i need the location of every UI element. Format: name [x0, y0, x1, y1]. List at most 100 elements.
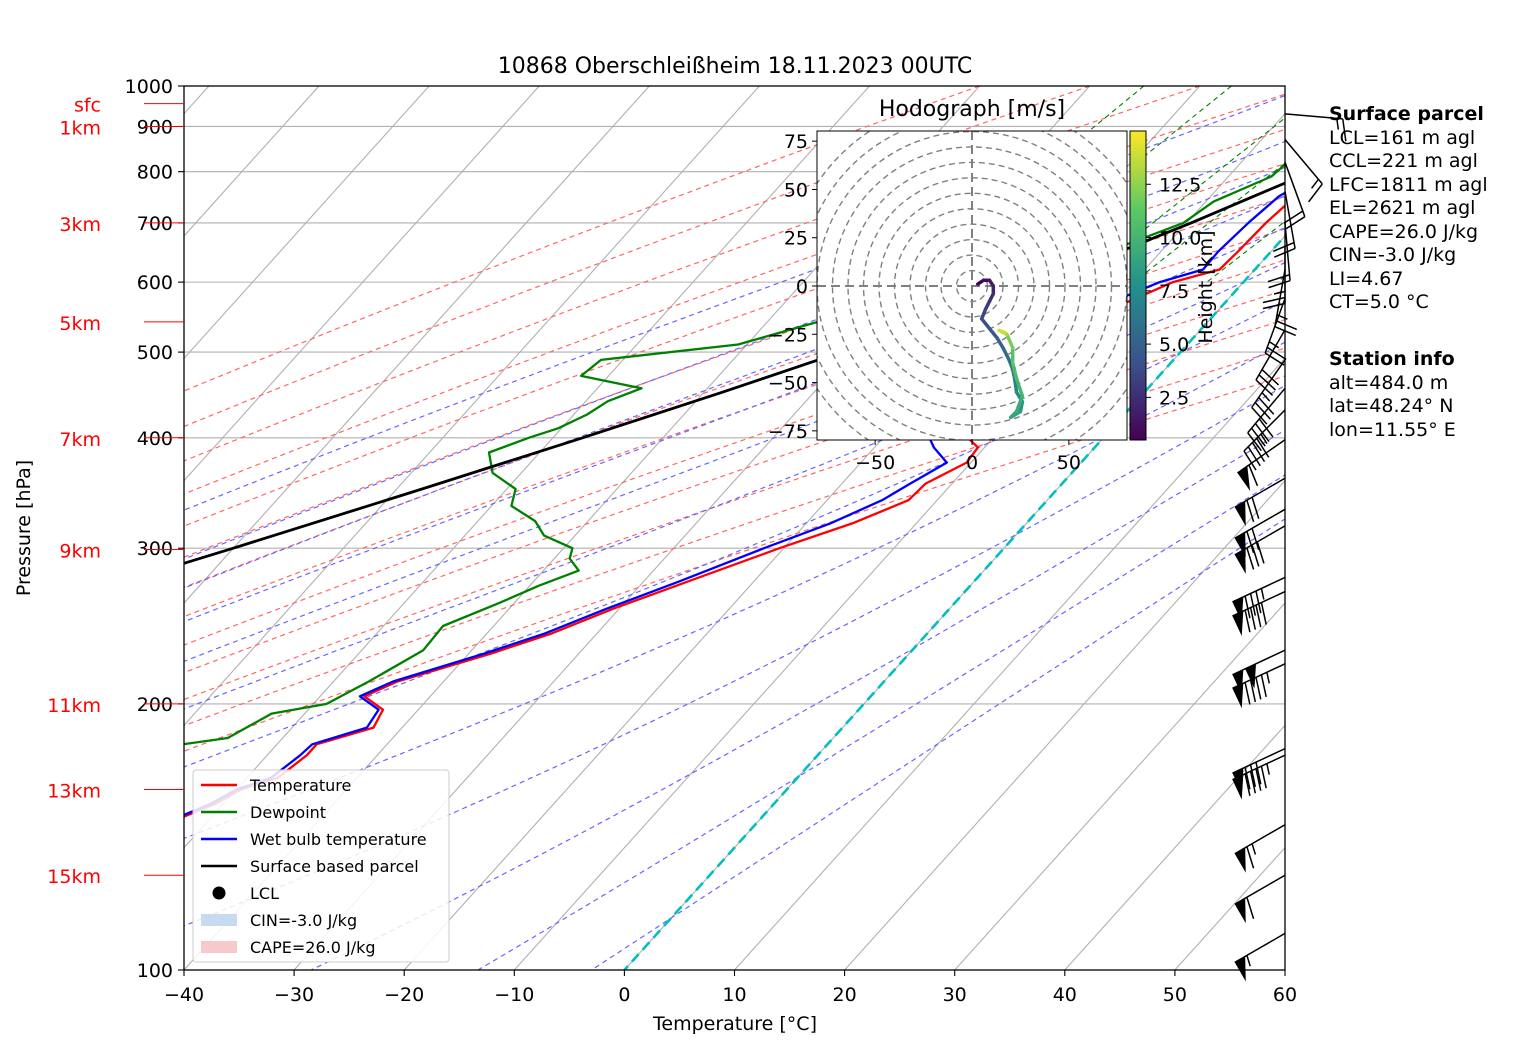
- wind-barb-full: [1260, 602, 1267, 625]
- wind-barb-full: [1251, 497, 1260, 520]
- dry-adiabat-line: [184, 86, 980, 392]
- wind-barb-full: [1272, 241, 1295, 253]
- wind-barb: [1234, 824, 1286, 873]
- mixing-ratio-line: [1206, 220, 1285, 283]
- station-info-heading: Station info: [1329, 348, 1455, 370]
- x-tick-label: 20: [833, 984, 857, 1006]
- y-tick-label: 700: [137, 213, 173, 235]
- legend-label: CIN=-3.0 J/kg: [250, 911, 357, 930]
- colorbar-tick-label: 10.0: [1159, 228, 1201, 250]
- wind-barb-half: [1251, 843, 1257, 855]
- moist-adiabat-line: [184, 94, 1285, 511]
- hodograph-trace-segment: [979, 317, 992, 331]
- wind-barb-half: [1260, 433, 1268, 445]
- moist-adiabat-line: [184, 261, 1285, 710]
- hodograph-trace-segment: [1001, 346, 1011, 362]
- y-tick-label: 100: [137, 960, 173, 982]
- wind-barb-flag: [1234, 548, 1246, 574]
- hodograph-trace-segment: [1010, 361, 1019, 381]
- wind-barb-full: [1308, 183, 1323, 203]
- wind-barb-full: [1258, 397, 1275, 415]
- wind-barb-full: [1256, 541, 1265, 564]
- colorbar: [1129, 130, 1147, 441]
- sounding-series: [184, 162, 1285, 818]
- wind-barb-staff: [1243, 409, 1286, 452]
- hodograph-trace-segment: [1014, 376, 1025, 398]
- wind-barb: [1232, 649, 1286, 695]
- isotherm-line: [844, 479, 1285, 970]
- wind-barb-full: [1251, 442, 1266, 463]
- hodograph-trace-segment: [1012, 376, 1019, 394]
- wind-barb-full: [1258, 374, 1277, 391]
- wind-barb-full: [1283, 210, 1304, 224]
- wind-barb-staff: [1284, 138, 1323, 185]
- wind-barb-flag: [1237, 466, 1251, 491]
- wind-barb-full: [1247, 446, 1261, 467]
- wind-barb-full: [1254, 401, 1271, 420]
- wind-barb-full: [1267, 274, 1290, 283]
- wind-barb-full: [1249, 593, 1257, 616]
- wind-barb: [1274, 269, 1298, 337]
- wind-barb-full: [1262, 296, 1286, 304]
- wind-barb-flag: [1234, 847, 1246, 873]
- wind-barb-full: [1244, 609, 1251, 633]
- wind-barb-flag: [1234, 956, 1246, 982]
- wind-barb-full: [1244, 682, 1251, 705]
- moist-adiabat-line: [184, 300, 1285, 768]
- wind-barb-full: [1255, 761, 1262, 785]
- wind-barb-full: [1244, 595, 1251, 619]
- hodograph-title: Hodograph [m/s]: [879, 97, 1065, 122]
- wind-barb: [1234, 508, 1286, 558]
- wind-barb: [1251, 359, 1286, 425]
- y-tick-label: 500: [137, 342, 173, 364]
- wind-barb-full: [1251, 406, 1268, 425]
- legend-box: [192, 769, 450, 963]
- x-axis-label: Temperature [°C]: [652, 1013, 817, 1035]
- hodograph-trace-segment: [987, 326, 999, 340]
- wind-barb: [1243, 409, 1286, 471]
- wind-barb-full: [1268, 279, 1291, 289]
- hodograph-y-tick-label: 0: [796, 276, 808, 298]
- hodograph-y-tick-label: 50: [784, 179, 808, 201]
- height-label: 11km: [47, 695, 101, 717]
- y-tick-label: 900: [137, 116, 173, 138]
- surface-parcel-li: LI=4.67: [1329, 267, 1404, 290]
- x-tick-label: −40: [164, 984, 204, 1006]
- height-label: sfc: [74, 95, 101, 117]
- legend-swatch: [212, 886, 226, 900]
- y-tick-label: 1000: [125, 76, 173, 98]
- wind-barb-full: [1255, 590, 1262, 614]
- axes: −40 −30 −20 −10 0 10 20 30 40 50 60100200300400500…: [47, 76, 1297, 1006]
- x-tick-label: 60: [1273, 984, 1297, 1006]
- legend-label: Temperature: [249, 776, 351, 795]
- hodograph-trace-segment: [995, 336, 1005, 350]
- wind-barb-full: [1285, 216, 1306, 230]
- legend-label: Dewpoint: [250, 803, 326, 822]
- wind-barb-full: [1244, 767, 1251, 790]
- isotherm-line: [513, 112, 1285, 970]
- wind-barb-full: [1255, 604, 1262, 628]
- station-info-alt: alt=484.0 m: [1329, 371, 1449, 394]
- wind-barb-full: [1249, 764, 1257, 787]
- station-info-lat: lat=48.24° N: [1329, 395, 1454, 417]
- colorbar-tick-label: 5.0: [1159, 334, 1189, 356]
- wind-barb-half: [1266, 672, 1270, 684]
- hodograph-ring: [862, 177, 1082, 395]
- wind-barb-half: [1261, 392, 1271, 402]
- x-tick-label: −20: [384, 984, 424, 1006]
- legend-swatch: [201, 914, 237, 926]
- wind-barb-full: [1275, 320, 1298, 331]
- wind-barb-full: [1255, 677, 1262, 700]
- wind-barb-full: [1258, 418, 1274, 438]
- legend-label: LCL: [250, 884, 279, 903]
- wind-barb: [1232, 576, 1286, 622]
- isotherm-line: [734, 357, 1285, 970]
- isotherm-line: [184, 86, 430, 360]
- surface-parcel-cape: CAPE=26.0 J/kg: [1329, 220, 1479, 243]
- dry-adiabat-line: [184, 259, 1285, 646]
- hodograph-trace-segment: [997, 328, 1007, 335]
- wind-barb: [1255, 329, 1286, 396]
- wind-barb: [1247, 387, 1286, 452]
- x-tick-label: 40: [1053, 984, 1077, 1006]
